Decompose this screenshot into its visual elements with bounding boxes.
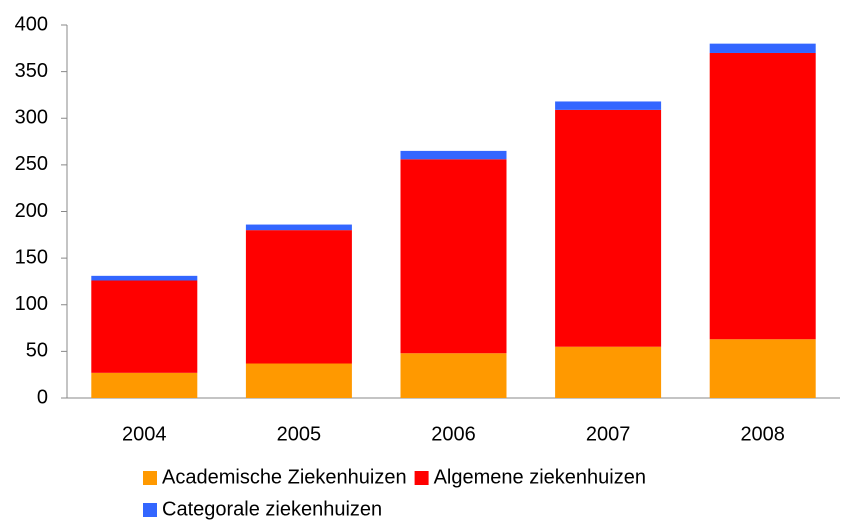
y-tick-label: 100 — [15, 293, 48, 315]
x-tick-label: 2007 — [586, 423, 631, 445]
y-tick-label: 0 — [37, 386, 48, 408]
bar-segment — [245, 224, 352, 231]
legend-label: Categorale ziekenhuizen — [162, 498, 382, 520]
bar-segment — [555, 101, 662, 110]
x-tick-label: 2006 — [431, 423, 476, 445]
legend-label: Academische Ziekenhuizen — [162, 466, 407, 488]
bar-segment — [555, 109, 662, 347]
legend-swatch — [143, 471, 157, 485]
bar-segment — [91, 275, 198, 281]
bar-segment — [709, 43, 816, 53]
bar-segment — [400, 353, 507, 398]
legend-label: Algemene ziekenhuizen — [434, 466, 646, 488]
y-tick-label: 150 — [15, 246, 48, 268]
bar-segment — [709, 52, 816, 340]
bar-segment — [709, 339, 816, 398]
legend-swatch — [143, 503, 157, 517]
bar-segment — [555, 346, 662, 398]
bar-segment — [245, 363, 352, 398]
y-tick-label: 200 — [15, 200, 48, 222]
x-tick-label: 2004 — [122, 423, 167, 445]
y-tick-label: 400 — [15, 13, 48, 35]
bar-segment — [91, 372, 198, 398]
y-tick-label: 50 — [26, 340, 48, 362]
x-tick-label: 2008 — [740, 423, 785, 445]
y-tick-label: 300 — [15, 107, 48, 129]
bar-segment — [400, 159, 507, 354]
bar-segment — [91, 280, 198, 373]
y-tick-label: 350 — [15, 60, 48, 82]
bar-segment — [245, 230, 352, 364]
legend-swatch — [414, 471, 429, 485]
y-tick-label: 250 — [15, 153, 48, 175]
x-tick-label: 2005 — [277, 423, 322, 445]
bar-segment — [400, 150, 507, 160]
